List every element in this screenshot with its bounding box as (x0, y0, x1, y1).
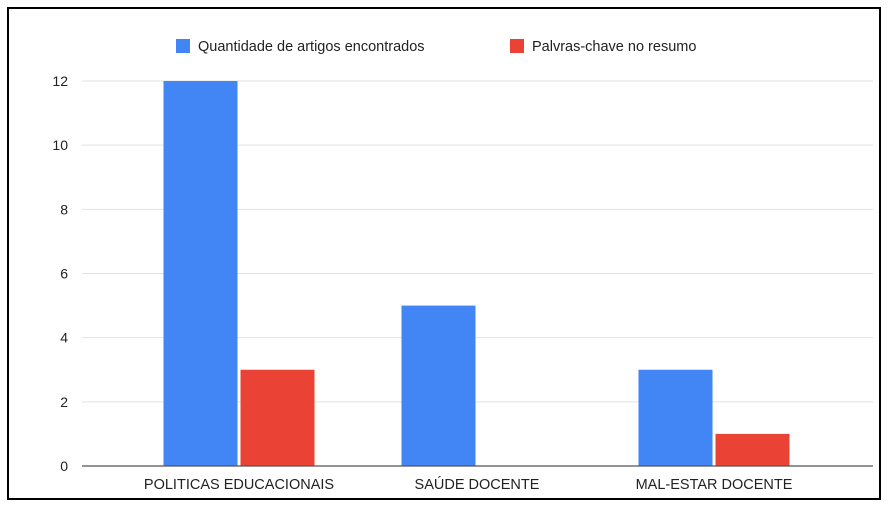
x-axis: POLITICAS EDUCACIONAIS SAÚDE DOCENTE MAL-E… (82, 465, 873, 493)
legend: Quantidade de artigos encontrados Palvras… (176, 39, 696, 55)
x-tick-label: SAÚDE DOCENTE (415, 476, 540, 493)
y-tick-label: 8 (60, 201, 68, 217)
y-tick-label: 0 (60, 458, 68, 474)
y-tick-label: 12 (52, 73, 68, 89)
bars (163, 81, 790, 466)
legend-swatch-1 (176, 39, 190, 53)
y-tick-label: 2 (60, 394, 68, 410)
bar-series2-1 (240, 369, 315, 466)
y-axis: 0 2 4 6 8 10 12 (52, 73, 68, 474)
legend-swatch-2 (510, 39, 524, 53)
x-tick-label: POLITICAS EDUCACIONAIS (144, 477, 334, 493)
x-tick-label: MAL-ESTAR DOCENTE (636, 477, 793, 493)
bar-series1-3 (638, 369, 713, 466)
y-tick-label: 4 (60, 330, 68, 346)
bar-series1-2 (401, 305, 476, 466)
bar-series2-3 (715, 433, 790, 466)
bar-series1-1 (163, 81, 238, 466)
legend-label-1: Quantidade de artigos encontrados (198, 39, 425, 55)
legend-label-2: Palvras-chave no resumo (532, 39, 696, 55)
y-tick-label: 10 (52, 137, 68, 153)
y-tick-label: 6 (60, 266, 68, 282)
